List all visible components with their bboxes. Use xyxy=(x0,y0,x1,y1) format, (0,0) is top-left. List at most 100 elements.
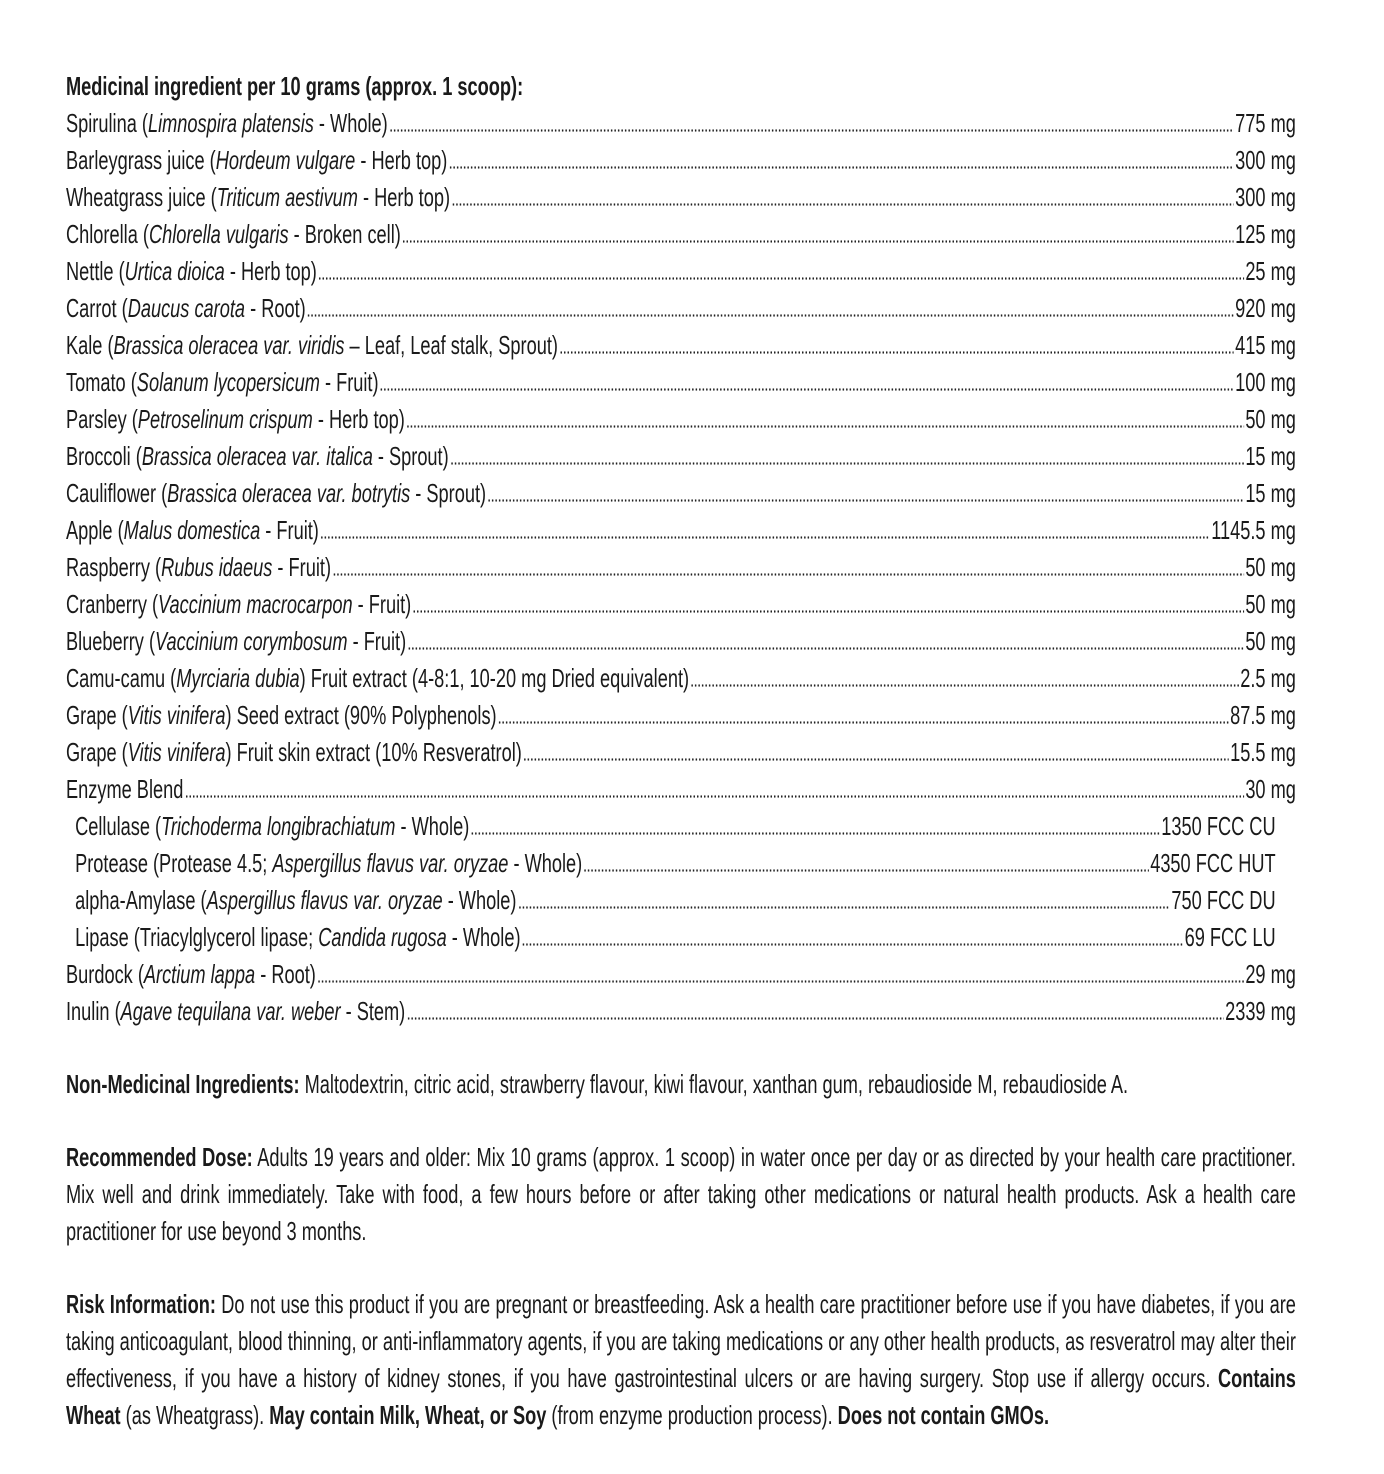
ingredient-amount: 30 mg xyxy=(1245,774,1296,804)
ingredient-text: - Root) xyxy=(255,959,316,989)
ingredient-amount: 15.5 mg xyxy=(1230,737,1296,767)
dot-leader xyxy=(318,277,1244,280)
ingredient-text: - Herb top) xyxy=(224,256,317,286)
ingredient-row: Kale (Brassica oleracea var. viridis – L… xyxy=(66,327,1296,364)
ingredient-text: Enzyme Blend xyxy=(66,774,184,804)
ingredient-text: Apple ( xyxy=(66,515,124,545)
risk-text: Do not use this product if you are pregn… xyxy=(66,1289,1296,1393)
ingredient-name: Cellulase (Trichoderma longibrachiatum -… xyxy=(75,808,469,845)
latin-name: Arctium lappa xyxy=(143,959,256,989)
ingredient-amount: 300 mg xyxy=(1235,182,1296,212)
product-label: Medicinal ingredient per 10 grams (appro… xyxy=(66,68,1296,1434)
dose-text: Adults 19 years and older: Mix 10 grams … xyxy=(66,1142,1296,1246)
ingredient-text: alpha-Amylase ( xyxy=(75,885,207,915)
ingredient-row: Blueberry (Vaccinium corymbosum - Fruit)… xyxy=(66,623,1296,660)
ingredient-amount: 4350 FCC HUT xyxy=(1150,848,1276,878)
enzyme-sub-ingredient-row: alpha-Amylase (Aspergillus flavus var. o… xyxy=(66,882,1296,919)
ingredient-name: Lipase (Triacylglycerol lipase; Candida … xyxy=(75,919,520,956)
ingredient-amount: 2339 mg xyxy=(1225,996,1296,1026)
ingredient-name: Grape (Vitis vinifera) Seed extract (90%… xyxy=(66,697,497,734)
ingredient-text: Cellulase ( xyxy=(75,811,162,841)
ingredient-text: - Whole) xyxy=(395,811,470,841)
risk-label: Risk Information: xyxy=(66,1289,216,1319)
ingredient-row: Burdock (Arctium lappa - Root) 29 mg xyxy=(66,956,1296,993)
dot-leader xyxy=(307,314,1234,317)
ingredient-text: Wheatgrass juice ( xyxy=(66,182,217,212)
risk-information: Risk Information: Do not use this produc… xyxy=(66,1286,1296,1434)
ingredient-row: Camu-camu (Myrciaria dubia) Fruit extrac… xyxy=(66,660,1296,697)
ingredient-text: Carrot ( xyxy=(66,293,128,323)
ingredient-amount: 775 mg xyxy=(1235,108,1296,138)
dot-leader xyxy=(332,573,1244,576)
ingredient-text: - Broken cell) xyxy=(288,219,401,249)
ingredient-amount: 1350 FCC CU xyxy=(1161,811,1276,841)
non-medicinal-text: Maltodextrin, citric acid, strawberry fl… xyxy=(299,1069,1129,1099)
dot-leader xyxy=(559,351,1234,354)
gmo-statement: Does not contain GMOs. xyxy=(837,1400,1050,1430)
ingredient-name: alpha-Amylase (Aspergillus flavus var. o… xyxy=(75,882,516,919)
latin-name: Aspergillus flavus var. oryzae xyxy=(272,848,509,878)
ingredient-text: Kale ( xyxy=(66,330,114,360)
ingredient-name: Inulin (Agave tequilana var. weber - Ste… xyxy=(66,993,405,1030)
latin-name: Brassica oleracea var. italica xyxy=(141,441,373,471)
medicinal-ingredients-heading: Medicinal ingredient per 10 grams (appro… xyxy=(66,71,524,101)
non-medicinal-ingredients: Non-Medicinal Ingredients: Maltodextrin,… xyxy=(66,1066,1296,1103)
dot-leader xyxy=(451,203,1234,206)
ingredient-name: Cranberry (Vaccinium macrocarpon - Fruit… xyxy=(66,586,411,623)
ingredient-row: Nettle (Urtica dioica - Herb top) 25 mg xyxy=(66,253,1296,290)
ingredient-name: Camu-camu (Myrciaria dubia) Fruit extrac… xyxy=(66,660,689,697)
ingredient-name: Carrot (Daucus carota - Root) xyxy=(66,290,306,327)
ingredient-text: Nettle ( xyxy=(66,256,125,286)
dose-label: Recommended Dose: xyxy=(66,1142,253,1172)
enzyme-sub-ingredient-row: Lipase (Triacylglycerol lipase; Candida … xyxy=(66,919,1296,956)
ingredient-row: Apple (Malus domestica - Fruit) 1145.5 mg xyxy=(66,512,1296,549)
ingredient-name: Apple (Malus domestica - Fruit) xyxy=(66,512,319,549)
dot-leader xyxy=(583,869,1149,872)
wheat-note: (as Wheatgrass). xyxy=(120,1400,270,1430)
may-contain-allergens: May contain Milk, Wheat, or Soy xyxy=(269,1400,547,1430)
ingredient-name: Burdock (Arctium lappa - Root) xyxy=(66,956,316,993)
ingredient-name: Grape (Vitis vinifera) Fruit skin extrac… xyxy=(66,734,522,771)
latin-name: Solanum lycopersicum xyxy=(136,367,320,397)
allergen-note: (from enzyme production process). xyxy=(546,1400,838,1430)
ingredient-name: Protease (Protease 4.5; Aspergillus flav… xyxy=(75,845,582,882)
ingredient-text: Barleygrass juice ( xyxy=(66,145,216,175)
non-medicinal-label: Non-Medicinal Ingredients: xyxy=(66,1069,300,1099)
ingredient-amount: 2.5 mg xyxy=(1240,663,1296,693)
ingredient-text: - Sprout) xyxy=(372,441,449,471)
dot-leader xyxy=(521,943,1184,946)
ingredient-text: Protease (Protease 4.5; xyxy=(75,848,273,878)
ingredient-amount: 15 mg xyxy=(1245,441,1296,471)
ingredient-text: - Fruit) xyxy=(260,515,319,545)
ingredient-name: Parsley (Petroselinum crispum - Herb top… xyxy=(66,401,405,438)
ingredient-text: Broccoli ( xyxy=(66,441,142,471)
ingredient-text: Inulin ( xyxy=(66,996,121,1026)
ingredient-row: Broccoli (Brassica oleracea var. italica… xyxy=(66,438,1296,475)
latin-name: Myrciaria dubia xyxy=(176,663,300,693)
ingredient-amount: 125 mg xyxy=(1235,219,1296,249)
dot-leader xyxy=(523,758,1229,761)
ingredient-text: ) Fruit skin extract (10% Resveratrol) xyxy=(225,737,522,767)
ingredient-amount: 920 mg xyxy=(1235,293,1296,323)
ingredient-text: Spirulina ( xyxy=(66,108,148,138)
ingredient-name: Barleygrass juice (Hordeum vulgare - Her… xyxy=(66,142,447,179)
ingredient-text: - Sprout) xyxy=(410,478,487,508)
ingredient-name: Chlorella (Chlorella vulgaris - Broken c… xyxy=(66,216,401,253)
dot-leader xyxy=(184,795,1244,798)
ingredient-row: Enzyme Blend 30 mg xyxy=(66,771,1296,808)
ingredient-amount: 300 mg xyxy=(1235,145,1296,175)
ingredient-text: Cauliflower ( xyxy=(66,478,168,508)
latin-name: Brassica oleracea var. botrytis xyxy=(167,478,411,508)
dot-leader xyxy=(487,499,1244,502)
dot-leader xyxy=(317,980,1244,983)
latin-name: Brassica oleracea var. viridis xyxy=(113,330,345,360)
ingredient-text: - Fruit) xyxy=(319,367,379,397)
ingredient-name: Spirulina (Limnospira platensis - Whole) xyxy=(66,105,388,142)
ingredient-row: Tomato (Solanum lycopersicum - Fruit) 100… xyxy=(66,364,1296,401)
ingredient-amount: 415 mg xyxy=(1235,330,1296,360)
ingredient-amount: 1145.5 mg xyxy=(1211,515,1296,545)
ingredient-name: Enzyme Blend xyxy=(66,771,183,808)
ingredient-row: Inulin (Agave tequilana var. weber - Ste… xyxy=(66,993,1296,1030)
ingredient-text: Cranberry ( xyxy=(66,589,159,619)
ingredient-amount: 50 mg xyxy=(1245,404,1296,434)
